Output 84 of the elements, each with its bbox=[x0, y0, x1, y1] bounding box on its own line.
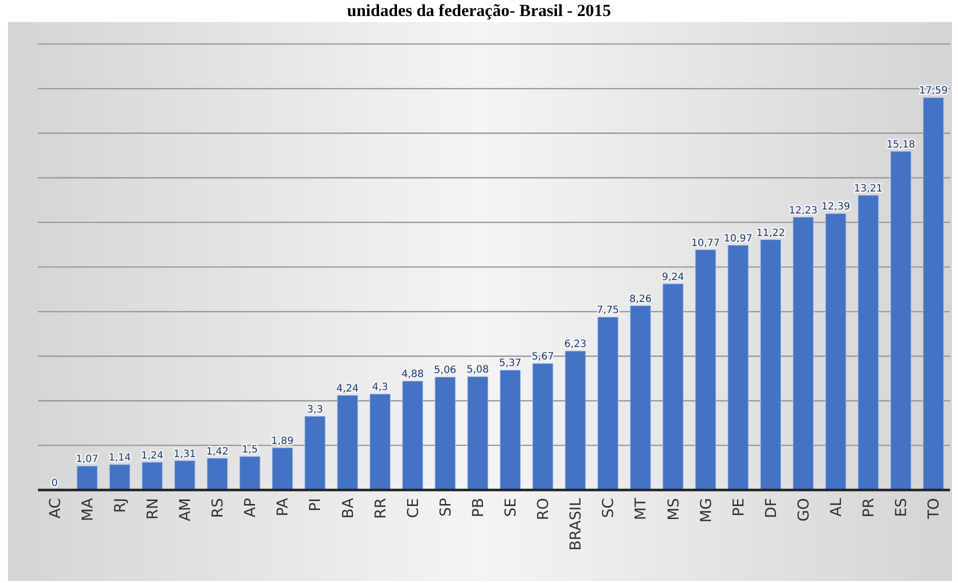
bar bbox=[630, 306, 651, 490]
x-tick-label: SP bbox=[436, 498, 454, 517]
bar bbox=[598, 316, 618, 490]
x-tick-label: PB bbox=[468, 498, 487, 518]
data-label: 5,37 bbox=[499, 358, 522, 370]
data-label: 11,22 bbox=[756, 228, 785, 239]
bar bbox=[142, 462, 163, 490]
bar bbox=[825, 213, 846, 490]
x-tick-label: DF bbox=[762, 498, 780, 518]
x-tick-label: MA bbox=[78, 497, 96, 522]
x-tick-label: PI bbox=[306, 498, 324, 512]
bar bbox=[858, 195, 879, 490]
chart-title: unidades da federação- Brasil - 2015 bbox=[347, 1, 611, 20]
bar bbox=[792, 216, 814, 490]
data-label: 10,77 bbox=[691, 238, 720, 249]
bar bbox=[76, 466, 98, 490]
bar bbox=[304, 416, 326, 490]
x-tick-label: MT bbox=[632, 497, 650, 520]
data-label: 13,21 bbox=[854, 183, 883, 194]
x-tick-label: AP bbox=[241, 498, 260, 518]
data-label: 8,26 bbox=[629, 294, 652, 305]
x-tick-label: CE bbox=[404, 498, 422, 518]
x-tick-label: TO bbox=[924, 498, 943, 520]
data-label: 0 bbox=[51, 478, 58, 489]
x-tick-label: RO bbox=[534, 498, 552, 520]
bar bbox=[695, 250, 716, 490]
data-label: 4,3 bbox=[372, 382, 388, 394]
bar bbox=[467, 376, 488, 490]
x-tick-label: SE bbox=[502, 498, 520, 517]
bar bbox=[890, 151, 912, 490]
data-label: 1,5 bbox=[242, 444, 258, 456]
x-tick-label: RS bbox=[208, 498, 227, 518]
bar bbox=[337, 395, 358, 490]
data-label: 12,39 bbox=[821, 202, 850, 213]
data-label: 4,24 bbox=[336, 383, 359, 394]
data-label: 1,31 bbox=[174, 448, 196, 460]
data-label: 1,89 bbox=[271, 436, 294, 447]
bar bbox=[240, 456, 260, 490]
x-tick-label: SC bbox=[599, 498, 618, 518]
bar bbox=[402, 380, 424, 490]
bar bbox=[174, 460, 196, 490]
data-label: 1,24 bbox=[141, 450, 164, 462]
bar bbox=[760, 239, 782, 490]
data-label: 6,23 bbox=[564, 339, 587, 350]
x-tick-label: AC bbox=[46, 498, 64, 518]
data-label: 5,67 bbox=[532, 352, 554, 363]
bar bbox=[532, 363, 554, 490]
bar bbox=[500, 370, 521, 490]
data-label: 5,08 bbox=[466, 364, 489, 376]
x-tick-label: RR bbox=[371, 498, 390, 519]
x-tick-label: ES bbox=[892, 498, 910, 517]
bar bbox=[206, 458, 228, 490]
x-tick-label: MS bbox=[664, 498, 682, 520]
x-tick-label: BA bbox=[338, 497, 357, 519]
data-label: 10,97 bbox=[724, 233, 752, 244]
bar bbox=[564, 350, 586, 490]
x-tick-label: PR bbox=[860, 498, 878, 518]
x-tick-label: PE bbox=[729, 498, 748, 517]
data-label: 3,3 bbox=[307, 404, 323, 416]
x-tick-label: AM bbox=[176, 498, 194, 522]
data-label: 15,18 bbox=[886, 139, 916, 150]
x-tick-label: MG bbox=[696, 498, 715, 523]
bar bbox=[923, 97, 944, 490]
x-tick-label: RN bbox=[143, 498, 162, 520]
x-tick-label: PA bbox=[274, 497, 292, 516]
data-label: 1,42 bbox=[206, 446, 228, 458]
bar bbox=[728, 245, 748, 490]
bar bbox=[434, 376, 456, 490]
x-tick-label: BRASIL bbox=[566, 497, 585, 551]
bar bbox=[109, 464, 130, 490]
data-label: 1,14 bbox=[108, 452, 131, 464]
data-label: 12,23 bbox=[788, 205, 818, 216]
data-label: 4,88 bbox=[401, 369, 424, 380]
bar bbox=[662, 284, 684, 490]
x-tick-label: AL bbox=[827, 497, 846, 517]
data-label: 9,24 bbox=[662, 272, 684, 283]
data-label: 1,07 bbox=[76, 454, 98, 466]
bar bbox=[272, 448, 293, 490]
data-label: 5,06 bbox=[434, 365, 456, 376]
data-label: 7,75 bbox=[596, 305, 620, 316]
x-tick-label: RJ bbox=[110, 498, 129, 513]
x-tick-label: GO bbox=[794, 498, 812, 522]
bar bbox=[370, 394, 390, 490]
data-label: 17,59 bbox=[919, 86, 948, 97]
